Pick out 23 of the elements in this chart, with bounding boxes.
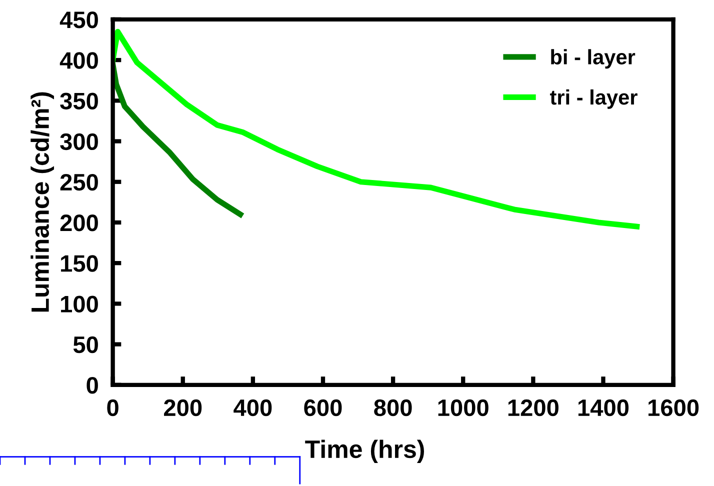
x-tick-label: 1200 — [508, 399, 558, 416]
y-tick-label: 250 — [60, 174, 98, 191]
y-tick-label: 400 — [60, 52, 98, 69]
y-tick-label: 0 — [86, 376, 98, 394]
x-tick-label: 1600 — [648, 399, 699, 416]
x-tick-label: 1000 — [438, 399, 488, 416]
x-tick-label: 600 — [304, 399, 342, 416]
x-tick-label: 200 — [164, 399, 202, 416]
y-tick-label: 350 — [60, 92, 98, 110]
y-tick-label: 450 — [60, 12, 98, 28]
x-tick-label: 0 — [107, 399, 118, 416]
y-tick-label: 300 — [60, 133, 98, 150]
x-tick-label: 800 — [374, 399, 412, 416]
x-axis-title: Time (hrs) — [305, 440, 424, 464]
y-axis-title: Luminance (cd/m²) — [30, 92, 54, 312]
legend-label: bi - layer — [551, 49, 636, 69]
x-tick-label: 1400 — [578, 399, 629, 416]
y-tick-label: 100 — [61, 296, 98, 312]
y-tick-label: 200 — [60, 214, 98, 232]
y-tick-label: 50 — [73, 336, 98, 354]
x-tick-label: 400 — [234, 399, 272, 416]
legend-label: tri - layer — [550, 89, 638, 109]
y-tick-label: 150 — [61, 255, 98, 272]
